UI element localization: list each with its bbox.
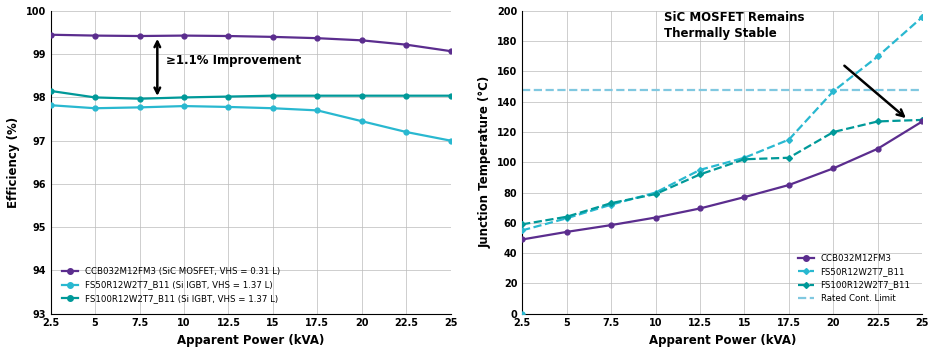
CCB032M12FM3: [783, 183, 795, 187]
Rated Cont. Limit: [490, 87, 501, 92]
CCB032M12FM3: [650, 216, 661, 220]
Line: FS50R12W2T7_B11: FS50R12W2T7_B11: [520, 15, 925, 233]
Line: FS100R12W2T7_B11: FS100R12W2T7_B11: [520, 118, 925, 227]
FS100R12W2T7_B11: [916, 118, 928, 122]
CCB032M12FM3: [606, 223, 617, 227]
FS100R12W2T7_B11: [739, 157, 750, 161]
CCB032M12FM3: [517, 237, 528, 241]
FS100R12W2T7_B11: [606, 201, 617, 205]
FS50R12W2T7_B11: [783, 137, 795, 142]
FS100R12W2T7_B11: [827, 130, 839, 134]
Text: ≥1.1% Improvement: ≥1.1% Improvement: [167, 54, 301, 67]
FS100R12W2T7_B11: [561, 215, 572, 219]
FS100R12W2T7_B11: [517, 222, 528, 227]
CCB032M12FM3: [872, 147, 884, 151]
X-axis label: Apparent Power (kVA): Apparent Power (kVA): [177, 334, 325, 347]
CCB032M12FM3: [695, 206, 706, 211]
CCB032M12FM3: [827, 166, 839, 171]
FS50R12W2T7_B11: [827, 89, 839, 93]
FS50R12W2T7_B11: [561, 216, 572, 221]
CCB032M12FM3: [916, 119, 928, 124]
Legend: CCB032M12FM3 (SiC MOSFET, VHS = 0.31 L), FS50R12W2T7_B11 (Si IGBT, VHS = 1.37 L): CCB032M12FM3 (SiC MOSFET, VHS = 0.31 L),…: [59, 264, 284, 306]
Y-axis label: Efficiency (%): Efficiency (%): [7, 117, 20, 208]
Line: CCB032M12FM3: CCB032M12FM3: [519, 119, 925, 242]
CCB032M12FM3: [561, 230, 572, 234]
Legend: CCB032M12FM3, FS50R12W2T7_B11, FS100R12W2T7_B11, Rated Cont. Limit: CCB032M12FM3, FS50R12W2T7_B11, FS100R12W…: [795, 251, 914, 306]
X-axis label: Apparent Power (kVA): Apparent Power (kVA): [649, 334, 796, 347]
FS100R12W2T7_B11: [695, 172, 706, 177]
FS50R12W2T7_B11: [739, 156, 750, 160]
Text: SiC MOSFET Remains
Thermally Stable: SiC MOSFET Remains Thermally Stable: [665, 11, 805, 40]
FS50R12W2T7_B11: [517, 228, 528, 233]
FS100R12W2T7_B11: [650, 192, 661, 196]
Rated Cont. Limit: [472, 87, 483, 92]
CCB032M12FM3: [739, 195, 750, 199]
FS50R12W2T7_B11: [872, 54, 884, 58]
FS50R12W2T7_B11: [606, 202, 617, 207]
FS50R12W2T7_B11: [695, 168, 706, 172]
Y-axis label: Junction Temperature (°C): Junction Temperature (°C): [478, 76, 491, 249]
FS100R12W2T7_B11: [783, 156, 795, 160]
FS50R12W2T7_B11: [916, 15, 928, 19]
FS50R12W2T7_B11: [650, 190, 661, 195]
FS100R12W2T7_B11: [872, 119, 884, 124]
